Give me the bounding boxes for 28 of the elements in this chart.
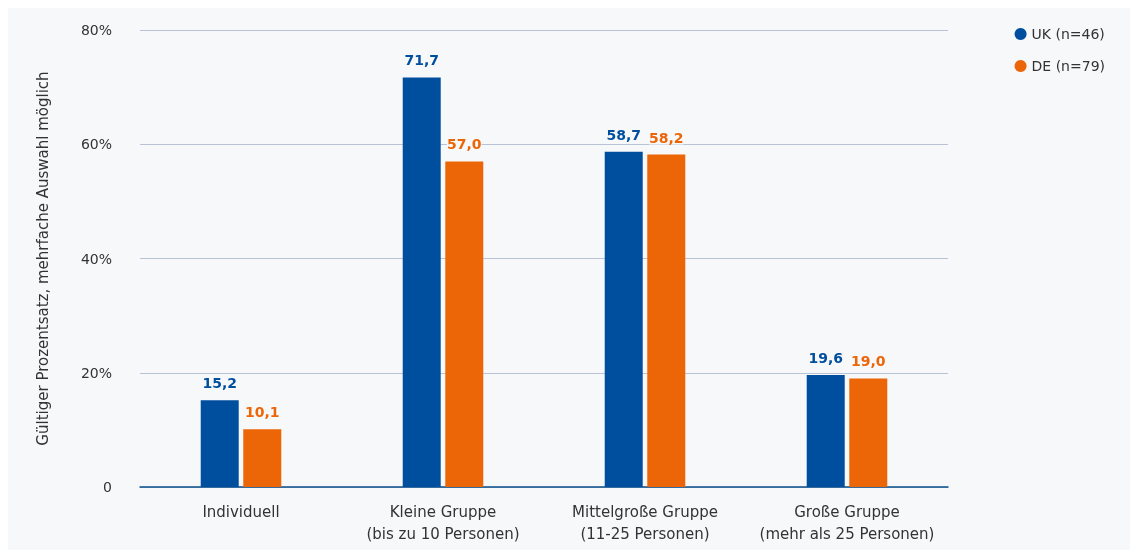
legend-label: UK (n=46) [1031,26,1105,42]
bar [647,154,686,487]
data-label: 58,7 [606,126,641,143]
bar [604,151,643,487]
bar [243,429,282,487]
data-label: 10,1 [245,404,280,421]
data-label: 71,7 [404,52,439,69]
bar [806,375,845,487]
legend-label: DE (n=79) [1031,58,1105,74]
bar [402,77,441,487]
data-label: 15,2 [202,375,237,392]
data-label: 19,0 [851,353,886,370]
data-label: 58,2 [649,129,684,146]
data-label: 19,6 [808,350,843,367]
y-axis-title: Gültiger Prozentsatz, mehrfache Auswahl möglich [33,71,52,446]
data-label: 57,0 [447,136,482,153]
y-tick-label: 80% [80,22,112,38]
x-tick-label: Große Gruppe (mehr als 25 Personen) [759,503,935,543]
bar [849,378,888,487]
y-tick-label: 0 [103,479,112,495]
y-tick-label: 60% [80,136,112,153]
x-tick-label: Individuell [202,503,280,521]
y-tick-label: 40% [80,250,112,267]
x-tick-label: Kleine Gruppe (bis zu 10 Personen) [366,503,520,543]
bar [445,161,484,487]
bar [200,400,239,487]
x-tick-label: Mittelgroße Gruppe (11-25 Personen) [572,503,718,543]
y-tick-label: 20% [80,364,112,381]
